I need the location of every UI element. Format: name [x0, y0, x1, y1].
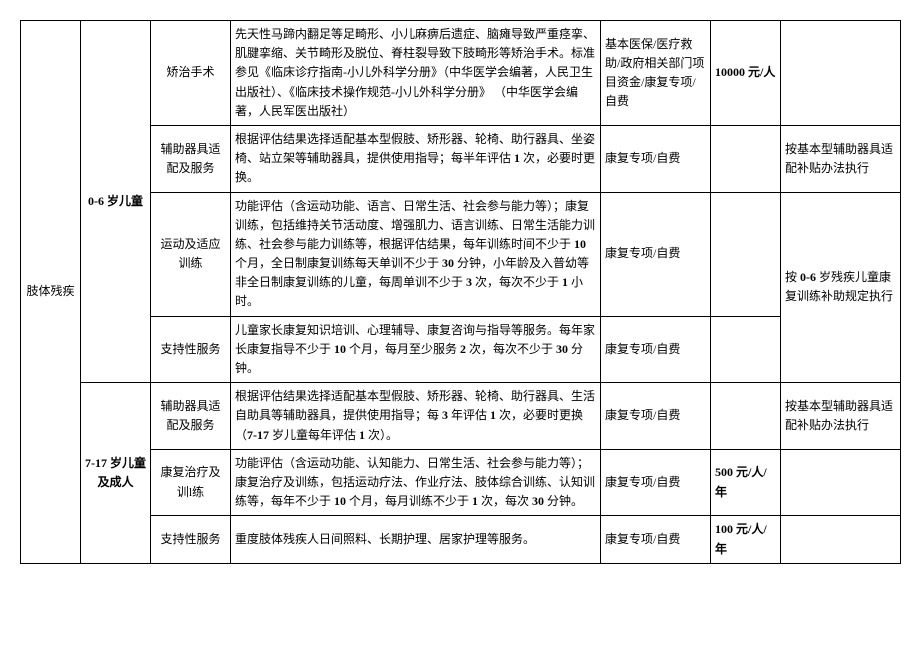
fund-cell: 康复专项/自费	[601, 125, 711, 192]
age-group-cell: 7-17 岁儿童及成人	[81, 383, 151, 564]
item-cell: 运动及适应训练	[151, 192, 231, 316]
content-cell: 根据评估结果选择适配基本型假肢、矫形器、轮椅、助行器具、坐姿椅、站立架等辅助器具…	[231, 125, 601, 192]
item-cell: 支持性服务	[151, 516, 231, 563]
content-cell: 根据评估结果选择适配基本型假肢、矫形器、轮椅、助行器具、生活自助具等辅助器具，提…	[231, 383, 601, 450]
note-cell	[781, 21, 901, 126]
age-label: 0-6 岁儿童	[88, 194, 143, 208]
policy-table: 肢体残疾 0-6 岁儿童 矫治手术 先天性马蹄内翻足等足畸形、小儿麻痹后遗症、脑…	[20, 20, 901, 564]
age-group-cell: 0-6 岁儿童	[81, 21, 151, 383]
note-cell: 按基本型辅助器具适配补贴办法执行	[781, 383, 901, 450]
item-cell: 康复治疗及训l练	[151, 449, 231, 516]
std-cell: 100 元/人/年	[711, 516, 781, 563]
std-cell	[711, 192, 781, 316]
table-row: 康复治疗及训l练 功能评估（含运动功能、认知能力、日常生活、社会参与能力等）；康…	[21, 449, 901, 516]
item-cell: 矫治手术	[151, 21, 231, 126]
std-cell	[711, 316, 781, 383]
table-row: 支持性服务 儿童家长康复知识培训、心理辅导、康复咨询与指导等服务。每年家长康复指…	[21, 316, 901, 383]
table-row: 运动及适应训练 功能评估（含运动功能、语言、日常生活、社会参与能力等）；康复训练…	[21, 192, 901, 316]
fund-cell: 康复专项/自费	[601, 383, 711, 450]
category-cell: 肢体残疾	[21, 21, 81, 564]
note-cell: 按基本型辅助器具适配补贴办法执行	[781, 125, 901, 192]
content-cell: 先天性马蹄内翻足等足畸形、小儿麻痹后遗症、脑瘫导致严重痉挛、肌腱挛缩、关节畸形及…	[231, 21, 601, 126]
age-label: 7-17 岁儿童及成人	[85, 456, 146, 489]
fund-cell: 基本医保/医疗救助/政府相关部门项目资金/康复专项/自费	[601, 21, 711, 126]
note-cell	[781, 449, 901, 516]
item-cell: 支持性服务	[151, 316, 231, 383]
std-cell: 500 元/人/年	[711, 449, 781, 516]
content-cell: 功能评估（含运动功能、语言、日常生活、社会参与能力等）；康复训练，包括维持关节活…	[231, 192, 601, 316]
std-cell: 10000 元/人	[711, 21, 781, 126]
content-cell: 功能评估（含运动功能、认知能力、日常生活、社会参与能力等）；康复治疗及训练，包括…	[231, 449, 601, 516]
fund-cell: 康复专项/自费	[601, 192, 711, 316]
item-cell: 辅助器具适配及服务	[151, 125, 231, 192]
table-row: 支持性服务 重度肢体残疾人日间照料、长期护理、居家护理等服务。 康复专项/自费 …	[21, 516, 901, 563]
table-row: 辅助器具适配及服务 根据评估结果选择适配基本型假肢、矫形器、轮椅、助行器具、坐姿…	[21, 125, 901, 192]
fund-cell: 康复专项/自费	[601, 316, 711, 383]
item-cell: 辅助器具适配及服务	[151, 383, 231, 450]
table-row: 肢体残疾 0-6 岁儿童 矫治手术 先天性马蹄内翻足等足畸形、小儿麻痹后遗症、脑…	[21, 21, 901, 126]
std-cell	[711, 125, 781, 192]
note-cell: 按 0-6 岁残疾儿童康复训练补助规定执行	[781, 192, 901, 383]
table-row: 7-17 岁儿童及成人 辅助器具适配及服务 根据评估结果选择适配基本型假肢、矫形…	[21, 383, 901, 450]
note-cell	[781, 516, 901, 563]
std-cell	[711, 383, 781, 450]
fund-cell: 康复专项/自费	[601, 516, 711, 563]
fund-cell: 康复专项/自费	[601, 449, 711, 516]
content-cell: 重度肢体残疾人日间照料、长期护理、居家护理等服务。	[231, 516, 601, 563]
content-cell: 儿童家长康复知识培训、心理辅导、康复咨询与指导等服务。每年家长康复指导不少于 1…	[231, 316, 601, 383]
